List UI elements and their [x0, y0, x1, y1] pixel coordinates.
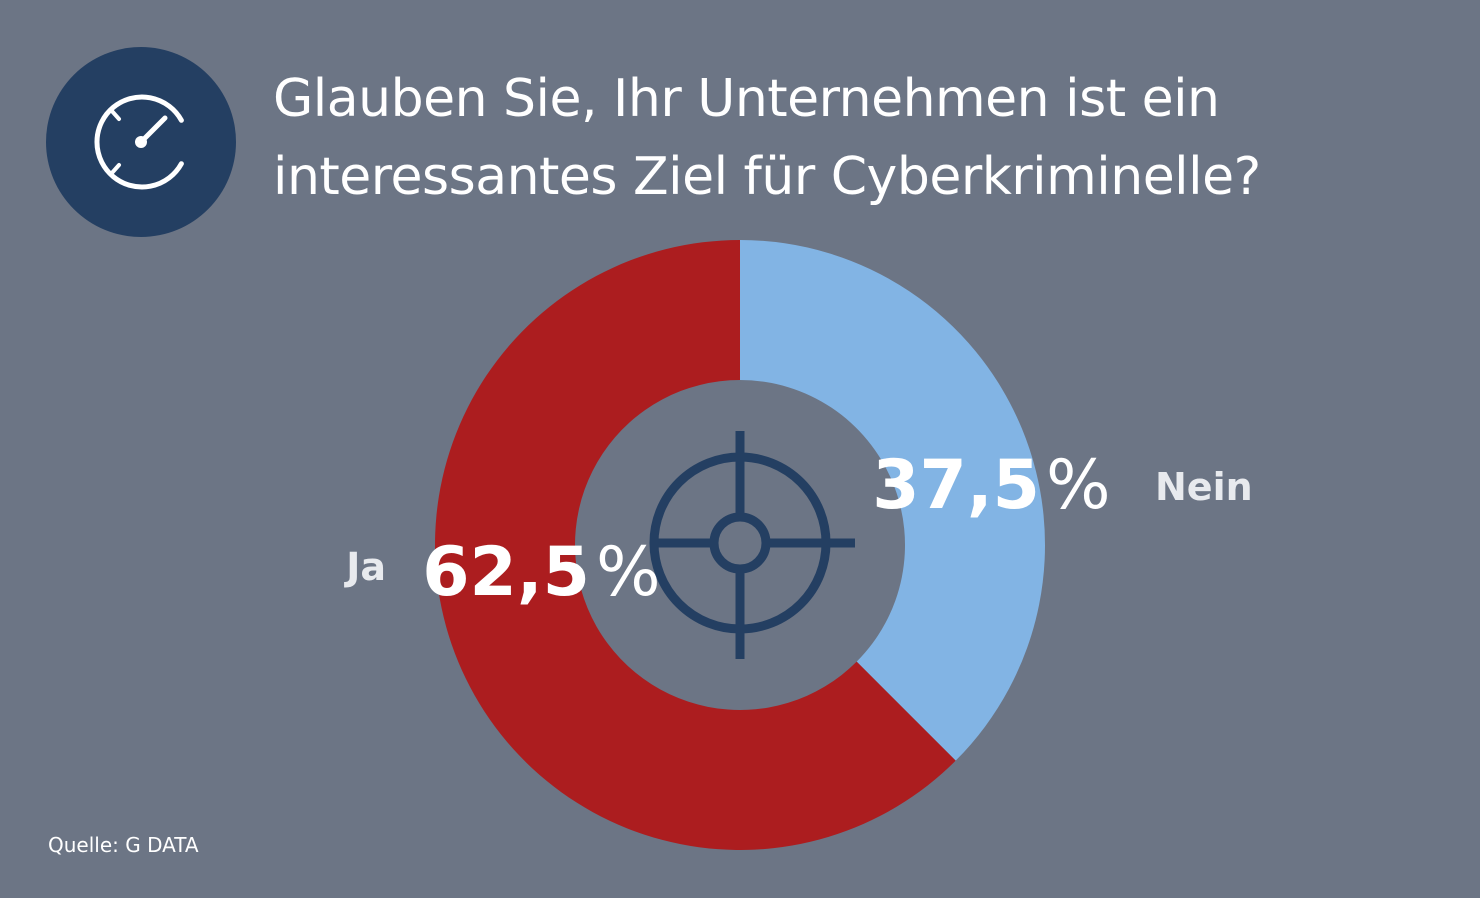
slice-nein [740, 240, 1045, 761]
category-label-ja: Ja [343, 545, 386, 589]
unit-label-nein: % [1046, 446, 1111, 525]
crosshair-target-icon [649, 431, 855, 659]
chart-title-line-1: Glauben Sie, Ihr Unternehmen ist ein [273, 69, 1220, 129]
unit-label-ja: % [596, 533, 661, 612]
source-note: Quelle: G DATA [48, 833, 199, 857]
gauge-icon [46, 47, 236, 237]
value-label-nein: 37,5 [872, 446, 1040, 525]
slice-labels: 37,5% Nein 62,5 % Ja [343, 446, 1252, 612]
slice-ja [434, 240, 956, 851]
value-label-ja: 62,5 [422, 533, 590, 612]
chart-title-line-2: interessantes Ziel für Cyberkriminelle? [273, 147, 1261, 207]
chart-title: Glauben Sie, Ihr Unternehmen ist ein int… [273, 60, 1453, 216]
category-label-nein: Nein [1155, 465, 1253, 509]
donut-slices [434, 240, 1045, 851]
